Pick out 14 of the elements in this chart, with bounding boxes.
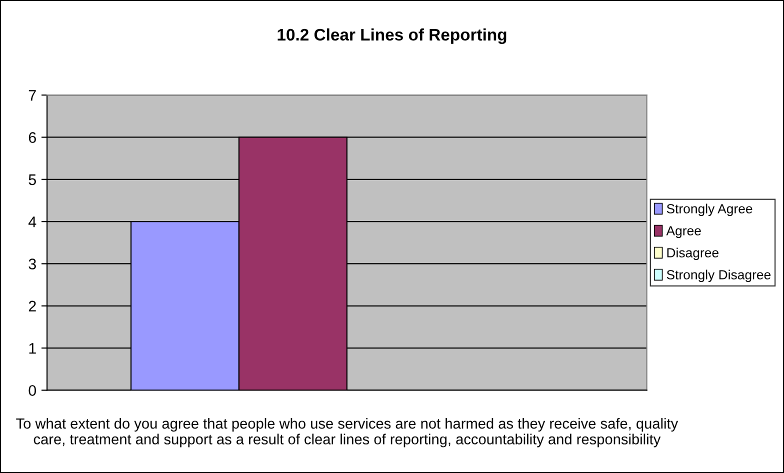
y-tick-label: 2 — [28, 300, 36, 312]
y-tick-label: 6 — [28, 132, 36, 143]
y-tick-label: 4 — [28, 216, 36, 228]
y-tick-label: 5 — [28, 174, 36, 186]
y-tick-label: 3 — [28, 258, 36, 270]
y-tick-label: 1 — [29, 343, 36, 354]
legend-label: Agree — [666, 226, 701, 238]
legend-label: Strongly Agree — [666, 204, 752, 216]
chart-title: 10.2 Clear Lines of Reporting — [278, 28, 506, 44]
legend-label: Strongly Disagree — [666, 270, 771, 282]
x-tick-label: To what extent do you agree that people who use services are not harmed as they receive safe, quality care, treatment and support as a result of clear lines of reporting, accountability and responsibility — [16, 418, 678, 448]
y-tick-label: 0 — [28, 385, 36, 396]
legend-label: Disagree — [667, 248, 718, 260]
y-tick-label: 7 — [28, 90, 36, 101]
